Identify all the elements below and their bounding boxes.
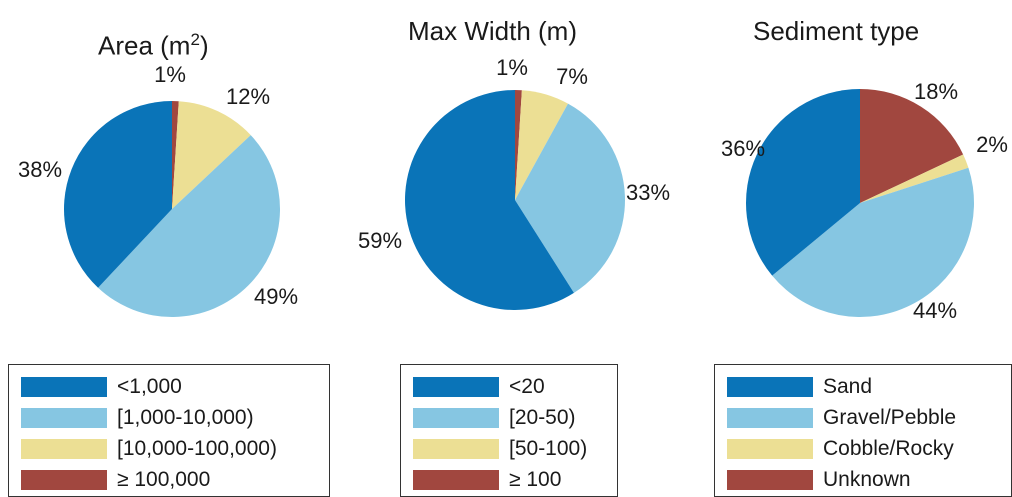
pie-1-label-3: 1% <box>496 55 528 80</box>
pie-1-label-1: 33% <box>626 180 670 205</box>
legend-0-label-2: [10,000-100,000) <box>117 437 277 460</box>
legend-2-label-2: Cobble/Rocky <box>823 437 954 460</box>
pie-0-slice-2 <box>172 101 251 209</box>
legend-1-item-0: <20 <box>401 375 545 399</box>
pie-0-label-0: 38% <box>18 157 62 182</box>
pie-title-area: Area (m2) <box>98 30 209 61</box>
legend-1-label-3: ≥ 100 <box>509 468 562 491</box>
legend-2-swatch-1 <box>727 408 813 428</box>
legend-1-label-0: <20 <box>509 375 545 398</box>
legend-0-swatch-3 <box>21 470 107 490</box>
legend-0-swatch-0 <box>21 377 107 397</box>
pie-0-label-2: 12% <box>226 84 270 109</box>
pie-2-slice-2 <box>860 154 969 203</box>
legend-1-swatch-2 <box>413 439 499 459</box>
legend-2-item-2: Cobble/Rocky <box>715 437 954 461</box>
pie-2-label-0: 36% <box>721 136 765 161</box>
pie-2-slice-0 <box>746 89 860 276</box>
legend-0-swatch-2 <box>21 439 107 459</box>
pie-0-slice-1 <box>98 135 280 317</box>
legend-2-label-0: Sand <box>823 375 873 398</box>
legend-2-item-1: Gravel/Pebble <box>715 406 956 430</box>
pie-0-slice-0 <box>63 101 172 288</box>
legend-1-label-2: [50-100) <box>509 437 588 460</box>
legend-2-swatch-2 <box>727 439 813 459</box>
pie-0-slice-3 <box>172 101 179 209</box>
pie-title-sediment-type: Sediment type <box>753 16 920 46</box>
legend-1-swatch-0 <box>413 377 499 397</box>
pie-2-label-3: 18% <box>914 79 958 104</box>
legend-max-width: <20 [20-50) [50-100) ≥ 100 <box>400 364 618 497</box>
pie-1-slice-3 <box>515 90 522 200</box>
pie-0-label-3: 1% <box>154 62 186 87</box>
pie-1-label-2: 7% <box>556 64 588 89</box>
legend-2-label-1: Gravel/Pebble <box>823 406 957 429</box>
legend-1-item-2: [50-100) <box>401 437 587 461</box>
legend-0-label-3: ≥ 100,000 <box>117 468 211 491</box>
legend-2-swatch-3 <box>727 470 813 490</box>
legend-sediment-type: Sand Gravel/Pebble Cobble/Rocky Unknown <box>714 364 1012 497</box>
pie-0-label-1: 49% <box>254 284 298 309</box>
legend-0-label-1: [1,000-10,000) <box>117 406 254 429</box>
pie-2-slice-3 <box>860 89 964 203</box>
legend-0-item-0: <1,000 <box>9 375 182 399</box>
legend-2-item-3: Unknown <box>715 468 911 492</box>
pie-1-slice-1 <box>515 103 625 293</box>
pie-1-slice-0 <box>405 90 574 310</box>
legend-0-label-0: <1,000 <box>117 375 182 398</box>
legend-0-swatch-1 <box>21 408 107 428</box>
legend-0-item-1: [1,000-10,000) <box>9 406 254 430</box>
legend-area: <1,000 [1,000-10,000) [10,000-100,000) ≥ 10… <box>8 364 330 497</box>
legend-2-swatch-0 <box>727 377 813 397</box>
legend-0-item-3: ≥ 100,000 <box>9 468 210 492</box>
legend-1-item-1: [20-50) <box>401 406 576 430</box>
legend-1-swatch-3 <box>413 470 499 490</box>
legend-0-item-2: [10,000-100,000) <box>9 437 277 461</box>
legend-2-item-0: Sand <box>715 375 872 399</box>
pie-1-slice-2 <box>515 90 568 200</box>
pie-2-label-2: 2% <box>976 132 1008 157</box>
legend-1-swatch-1 <box>413 408 499 428</box>
pie-title-max-width: Max Width (m) <box>408 16 577 46</box>
pie-2-slice-1 <box>772 167 975 318</box>
legend-2-label-3: Unknown <box>823 468 911 491</box>
pie-1-label-0: 59% <box>358 228 402 253</box>
pie-2-label-1: 44% <box>913 298 957 323</box>
legend-1-label-1: [20-50) <box>509 406 576 429</box>
pie-charts: 1% 12% 49% 38% 1% 7% 33% 59% 18% 2% 44% 36% <box>18 55 1008 323</box>
legend-1-item-3: ≥ 100 <box>401 468 561 492</box>
